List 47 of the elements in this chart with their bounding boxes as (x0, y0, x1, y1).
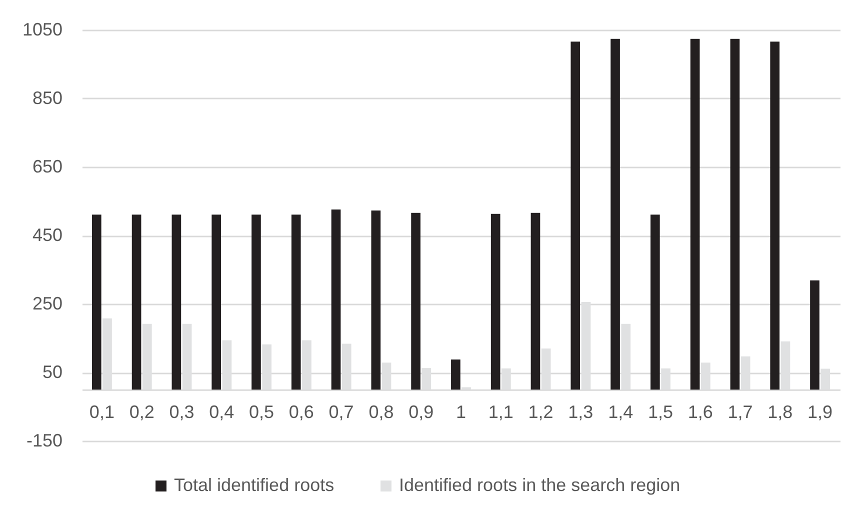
x-tick-label: 1,7 (728, 402, 753, 422)
legend-label: Identified roots in the search region (399, 475, 680, 495)
bar (212, 214, 221, 390)
bar (92, 214, 102, 390)
x-tick-label: 1,4 (608, 402, 634, 422)
legend-label: Total identified roots (174, 475, 334, 495)
y-tick-label: 250 (32, 294, 62, 314)
bar (730, 38, 740, 390)
x-tick-label: 0,1 (89, 402, 114, 422)
y-tick-label: 650 (32, 156, 62, 176)
bar (451, 359, 460, 390)
bar (610, 38, 620, 390)
bar (411, 212, 420, 390)
y-tick-label: 850 (32, 88, 62, 108)
bar (172, 214, 182, 390)
bar (690, 38, 700, 390)
x-tick-label: 1,9 (808, 402, 833, 422)
bar (530, 212, 540, 390)
bar (650, 214, 660, 390)
bar (132, 214, 142, 390)
bar (810, 280, 820, 390)
x-tick-label: 0,4 (209, 402, 234, 422)
x-tick-label: 1,5 (648, 402, 673, 422)
x-tick-label: 1,6 (688, 402, 713, 422)
y-tick-label: 50 (42, 362, 62, 382)
x-tick-label: 0,3 (169, 402, 194, 422)
bar (291, 214, 301, 390)
x-tick-label: 1,2 (528, 402, 554, 422)
x-tick-label: 0,9 (408, 402, 434, 422)
y-tick-label: -150 (26, 430, 62, 450)
y-tick-label: 1050 (22, 20, 62, 40)
x-tick-label: 0,6 (288, 402, 314, 422)
x-tick-label: 1,3 (568, 402, 594, 422)
x-tick-label: 0,7 (328, 402, 354, 422)
x-tick-label: 1,8 (768, 402, 793, 422)
x-tick-label: 0,2 (129, 402, 154, 422)
bar (371, 210, 381, 390)
bar (331, 209, 341, 390)
x-tick-label: 1 (456, 402, 466, 422)
x-tick-label: 1,1 (488, 402, 514, 422)
x-tick-label: 0,8 (368, 402, 394, 422)
y-tick-label: 450 (32, 225, 62, 245)
bar (570, 42, 580, 390)
bar (252, 214, 261, 390)
x-tick-label: 0,5 (249, 402, 274, 422)
bar (770, 42, 780, 390)
bar (490, 214, 500, 390)
